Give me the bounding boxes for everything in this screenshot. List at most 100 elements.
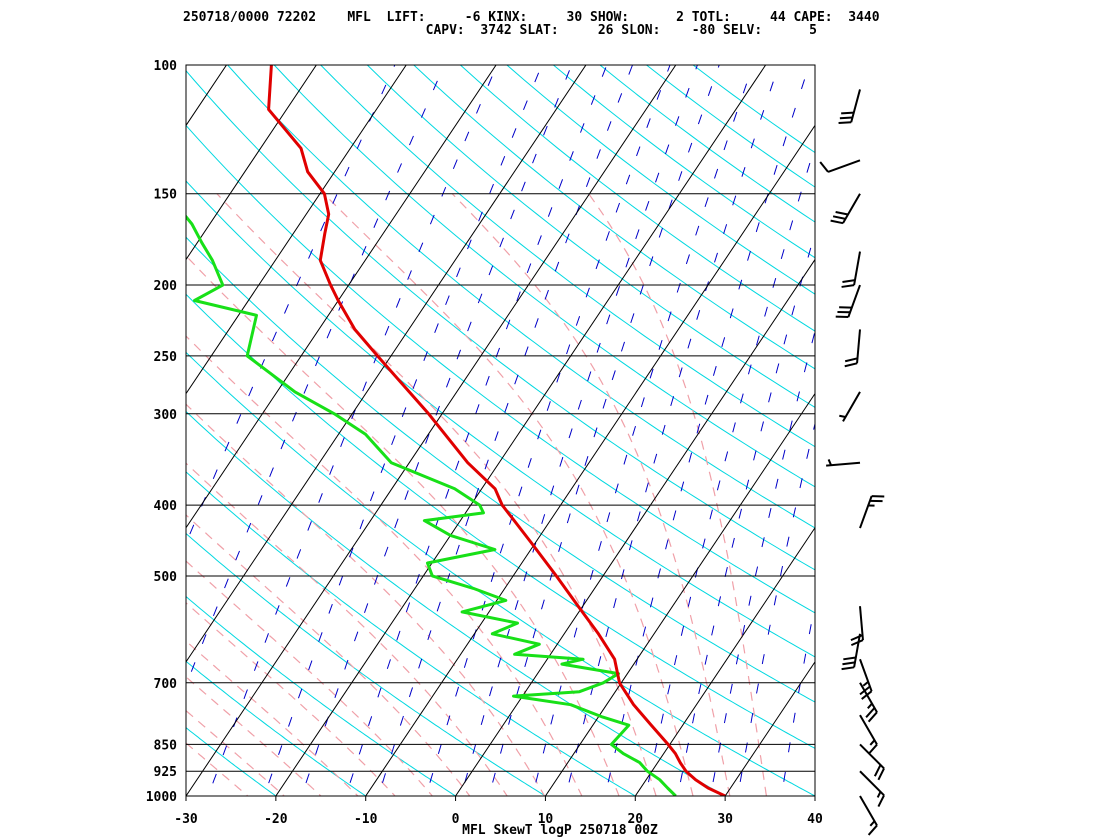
dry-adiabat <box>320 65 815 448</box>
wind-barb-half-feather <box>867 702 873 709</box>
wind-barb <box>859 495 885 529</box>
wind-barb-staff <box>859 495 873 529</box>
wind-barb-half-feather <box>839 414 846 418</box>
wind-barb-staff <box>859 795 878 826</box>
wind-barb-feather <box>838 121 852 125</box>
wind-barb-staff <box>826 461 861 467</box>
dry-adiabat <box>0 49 115 812</box>
mixing-ratio-line <box>709 329 815 796</box>
wind-barb-feather <box>867 711 878 723</box>
temperature-profile-line <box>267 65 726 796</box>
temperature-tick-label: 20 <box>627 812 643 827</box>
moist-adiabat <box>216 193 657 796</box>
wind-barb-feather <box>842 661 856 666</box>
wind-barb-staff <box>859 658 873 692</box>
wind-barb-feather <box>839 116 853 120</box>
moist-adiabat <box>186 462 508 796</box>
mixing-ratio-line <box>207 65 498 796</box>
dry-adiabat <box>186 351 815 796</box>
pressure-tick-label: 500 <box>154 570 178 585</box>
pressure-tick-label: 1000 <box>146 790 177 805</box>
dry-adiabat <box>186 410 727 796</box>
isotherm <box>0 49 58 812</box>
pressure-tick-label: 150 <box>154 188 178 203</box>
dry-adiabat <box>366 65 815 408</box>
wind-barb <box>835 284 861 319</box>
wind-barb-feather <box>841 666 855 671</box>
pressure-tick-label: 925 <box>154 765 177 780</box>
wind-barb <box>826 459 861 467</box>
dry-adiabat <box>186 795 187 796</box>
wind-barb-feather <box>844 362 858 368</box>
wind-barb-feather <box>859 685 871 696</box>
wind-barb <box>859 682 878 723</box>
wind-barb-half-feather <box>862 681 869 687</box>
wind-barb <box>839 391 861 422</box>
wind-barb-staff <box>850 89 861 123</box>
wind-barb-feather <box>865 707 876 719</box>
wind-barb-staff <box>859 743 885 770</box>
dry-adiabat <box>186 595 457 796</box>
moist-adiabat <box>186 602 396 796</box>
header-line-1: 250718/0000 72202 MFL LIFT: -6 KINX: 30 … <box>183 10 880 25</box>
wind-barb <box>830 193 861 225</box>
wind-barb-half-feather <box>869 739 876 746</box>
wind-barb-feather <box>841 284 855 288</box>
wind-barb-half-feather <box>876 791 882 798</box>
wind-barb-feather <box>867 824 878 836</box>
wind-barb-feather <box>861 690 873 700</box>
isotherm <box>0 49 148 812</box>
dry-adiabat <box>186 124 815 614</box>
moist-adiabat <box>186 676 322 796</box>
dry-adiabat <box>273 65 815 488</box>
mixing-ratio-line <box>186 65 396 545</box>
dry-adiabat <box>459 65 815 332</box>
pressure-tick-label: 250 <box>154 350 178 365</box>
wind-barb-feather <box>877 767 885 781</box>
dry-adiabat <box>186 236 815 703</box>
wind-barb-feather <box>867 743 878 755</box>
moist-adiabat <box>186 640 359 796</box>
wind-barb-feather <box>877 794 885 808</box>
wind-barb-half-feather <box>869 820 876 827</box>
isotherm <box>275 65 767 796</box>
wind-barb-feather <box>843 656 856 661</box>
pressure-tick-label: 100 <box>154 59 178 74</box>
moist-adiabat <box>186 514 471 796</box>
wind-barb-column <box>819 89 885 836</box>
mixing-ratio-lines <box>186 65 815 796</box>
pressure-axis-labels: 100 150 200 250 300 400 500 700 850 925 1000 <box>146 59 177 805</box>
header: 250718/0000 72202 MFL LIFT: -6 KINX: 30 … <box>0 0 1120 50</box>
temperature-tick-label: 30 <box>717 812 733 827</box>
dry-adiabat <box>186 471 637 796</box>
dry-adiabat <box>413 65 815 370</box>
isotherm <box>634 526 815 796</box>
dry-adiabat <box>226 65 815 529</box>
moist-adiabat <box>451 193 731 796</box>
isotherm <box>186 65 497 529</box>
pressure-tick-label: 850 <box>154 738 178 753</box>
temperature-tick-label: -10 <box>354 812 378 827</box>
mixing-ratio-line <box>737 421 815 796</box>
isotherm <box>365 124 815 796</box>
isotherm <box>454 258 815 796</box>
wind-barb <box>841 251 861 288</box>
wind-barb <box>819 159 861 173</box>
isotherm-lines <box>0 49 815 812</box>
wind-barb-feather <box>850 634 863 642</box>
wind-barb-feather <box>841 111 854 115</box>
dry-adiabat <box>506 65 815 295</box>
dry-adiabat <box>186 660 367 796</box>
dry-adiabat <box>186 532 547 796</box>
temperature-tick-label: -20 <box>264 812 288 827</box>
wind-barb-feather <box>850 639 864 647</box>
temperature-tick-label: 10 <box>538 812 554 827</box>
pressure-tick-label: 300 <box>154 408 178 423</box>
wind-barb <box>859 795 878 836</box>
mixing-ratio-line <box>677 231 815 796</box>
wind-barb-staff <box>827 159 861 173</box>
dry-adiabat <box>186 727 277 796</box>
wind-barb-staff <box>842 391 861 422</box>
header-line-2: CAPV: 3742 SLAT: 26 SLON: -80 SELV: 5 <box>183 23 817 38</box>
wind-barb-staff <box>853 251 861 286</box>
